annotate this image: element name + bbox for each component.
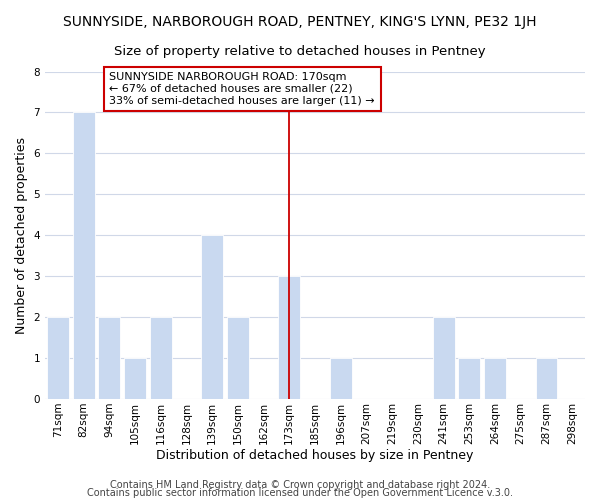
Bar bbox=[330, 358, 352, 399]
Text: Contains public sector information licensed under the Open Government Licence v.: Contains public sector information licen… bbox=[87, 488, 513, 498]
Bar bbox=[47, 317, 69, 399]
Bar bbox=[150, 317, 172, 399]
Bar bbox=[227, 317, 249, 399]
Bar bbox=[536, 358, 557, 399]
Bar bbox=[484, 358, 506, 399]
Bar bbox=[124, 358, 146, 399]
Bar bbox=[458, 358, 480, 399]
Bar bbox=[201, 236, 223, 399]
X-axis label: Distribution of detached houses by size in Pentney: Distribution of detached houses by size … bbox=[157, 450, 474, 462]
Bar bbox=[433, 317, 455, 399]
Text: Contains HM Land Registry data © Crown copyright and database right 2024.: Contains HM Land Registry data © Crown c… bbox=[110, 480, 490, 490]
Text: Size of property relative to detached houses in Pentney: Size of property relative to detached ho… bbox=[114, 45, 486, 58]
Bar bbox=[98, 317, 120, 399]
Text: SUNNYSIDE NARBOROUGH ROAD: 170sqm
← 67% of detached houses are smaller (22)
33% : SUNNYSIDE NARBOROUGH ROAD: 170sqm ← 67% … bbox=[109, 72, 375, 106]
Text: SUNNYSIDE, NARBOROUGH ROAD, PENTNEY, KING'S LYNN, PE32 1JH: SUNNYSIDE, NARBOROUGH ROAD, PENTNEY, KIN… bbox=[63, 15, 537, 29]
Bar bbox=[278, 276, 300, 399]
Y-axis label: Number of detached properties: Number of detached properties bbox=[15, 137, 28, 334]
Bar bbox=[73, 112, 95, 399]
